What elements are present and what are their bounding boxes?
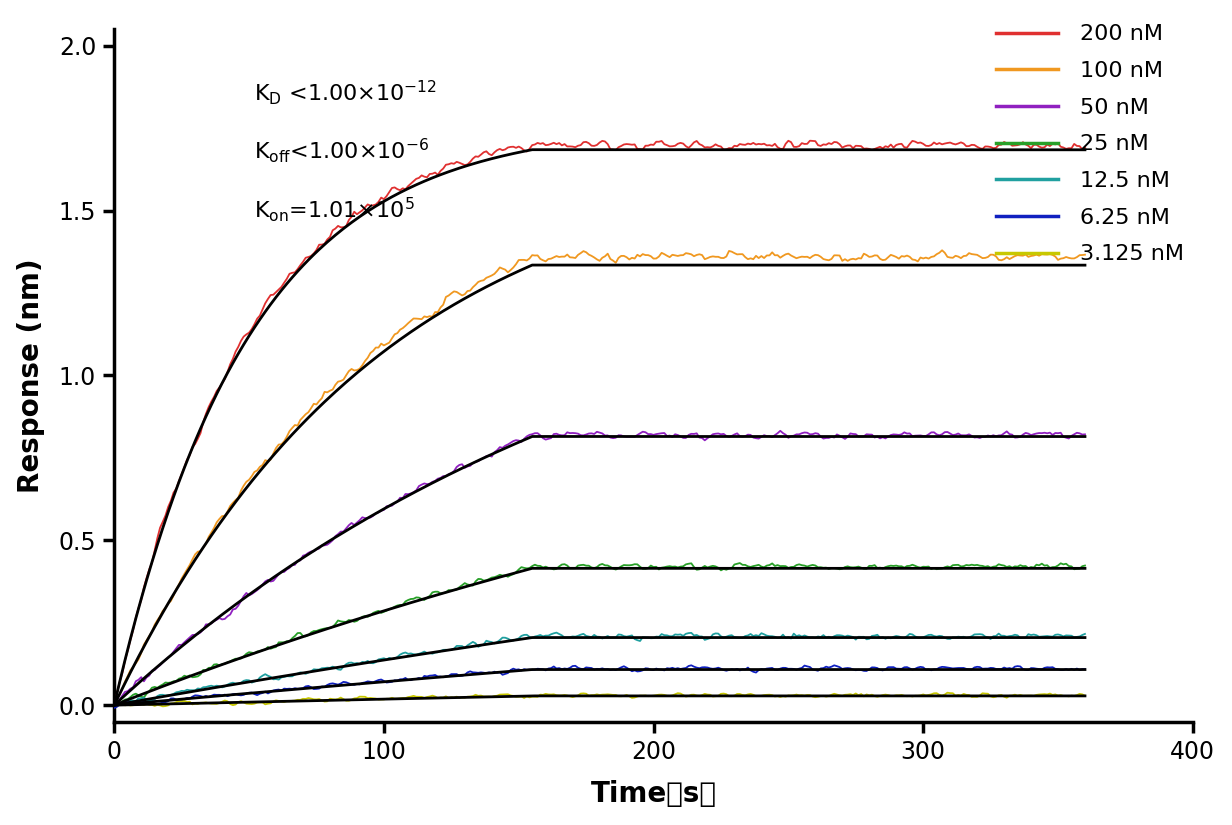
6.25 nM [659,663,674,673]
100 nM [935,245,950,255]
12.5 nM [287,670,302,680]
12.5 nM [107,701,122,711]
3.125 nM [663,691,678,701]
Y-axis label: Response (nm): Response (nm) [17,258,44,493]
Line: 50 nM: 50 nM [115,431,1085,705]
100 nM [962,248,977,258]
X-axis label: Time（s）: Time（s） [590,780,717,808]
100 nM [107,699,122,709]
100 nM [287,420,302,430]
12.5 nM [962,632,977,642]
200 nM [692,139,707,149]
25 nM [659,562,674,572]
3.125 nM [1078,691,1093,700]
200 nM [802,136,817,146]
200 nM [659,140,674,150]
3.125 nM [291,695,306,705]
Line: 3.125 nM: 3.125 nM [115,693,1085,706]
12.5 nM [549,628,564,638]
25 nM [713,565,728,575]
3.125 nM [940,688,955,698]
100 nM [692,249,707,259]
Text: K$_\mathrm{D}$ <1.00×10$^{-12}$: K$_\mathrm{D}$ <1.00×10$^{-12}$ [255,78,437,106]
3.125 nM [716,689,731,699]
Line: 25 nM: 25 nM [115,563,1085,707]
3.125 nM [134,700,149,710]
200 nM [713,142,728,152]
200 nM [107,702,122,712]
3.125 nM [695,691,710,700]
25 nM [962,560,977,570]
3.125 nM [155,701,170,711]
200 nM [287,267,302,277]
6.25 nM [962,664,977,674]
50 nM [1078,429,1093,439]
6.25 nM [695,662,710,672]
50 nM [713,429,728,439]
50 nM [134,672,149,682]
100 nM [134,648,149,658]
100 nM [659,251,674,261]
Line: 100 nM: 100 nM [115,250,1085,704]
6.25 nM [684,660,699,670]
Legend: 200 nM, 100 nM, 50 nM, 25 nM, 12.5 nM, 6.25 nM, 3.125 nM: 200 nM, 100 nM, 50 nM, 25 nM, 12.5 nM, 6… [987,16,1193,273]
6.25 nM [1078,664,1093,674]
25 nM [692,564,707,574]
100 nM [713,253,728,263]
100 nM [1078,250,1093,260]
12.5 nM [716,633,731,643]
50 nM [107,700,122,710]
12.5 nM [663,631,678,641]
50 nM [287,560,302,570]
12.5 nM [134,694,149,704]
12.5 nM [695,632,710,642]
Text: K$_\mathrm{off}$<1.00×10$^{-6}$: K$_\mathrm{off}$<1.00×10$^{-6}$ [255,137,430,166]
6.25 nM [716,665,731,675]
3.125 nM [965,692,979,702]
50 nM [692,432,707,442]
6.25 nM [287,683,302,693]
Line: 200 nM: 200 nM [115,141,1085,707]
25 nM [1078,561,1093,571]
50 nM [659,431,674,441]
50 nM [772,426,787,436]
200 nM [134,595,149,605]
Line: 6.25 nM: 6.25 nM [115,665,1085,708]
Line: 12.5 nM: 12.5 nM [115,633,1085,706]
50 nM [962,429,977,439]
25 nM [107,702,122,712]
6.25 nM [107,703,122,713]
6.25 nM [134,697,149,707]
200 nM [962,141,977,151]
200 nM [1078,143,1093,153]
25 nM [733,558,748,568]
12.5 nM [1078,629,1093,639]
25 nM [287,631,302,641]
Text: K$_\mathrm{on}$=1.01×10$^{5}$: K$_\mathrm{on}$=1.01×10$^{5}$ [255,196,415,224]
3.125 nM [107,699,122,709]
25 nM [134,692,149,702]
